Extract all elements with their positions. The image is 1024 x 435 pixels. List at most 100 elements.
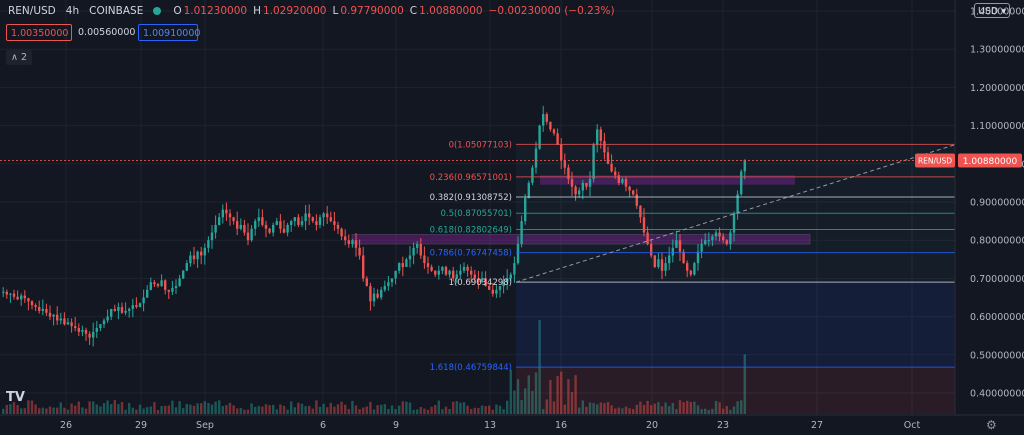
candle-body	[405, 259, 408, 267]
volume-bar	[441, 409, 444, 414]
candle-body	[146, 289, 149, 298]
indicators-collapse-button[interactable]: ∧ 2	[6, 50, 32, 65]
candle-body	[185, 263, 188, 271]
time-tick-label: Oct	[904, 420, 921, 431]
candle-body	[52, 314, 55, 317]
buy-button[interactable]: 1.00910000	[138, 24, 200, 41]
candle-body	[732, 213, 736, 233]
volume-bar	[326, 407, 329, 414]
volume-bar	[617, 407, 620, 414]
volume-bar	[153, 402, 156, 414]
volume-bar	[614, 408, 617, 414]
volume-bar	[322, 403, 325, 414]
candle-body	[95, 328, 98, 332]
volume-bar	[722, 408, 725, 414]
currency-button[interactable]: USD ▾	[974, 3, 1010, 18]
volume-bar	[549, 379, 552, 414]
candle-body	[218, 217, 221, 225]
volume-bar	[365, 406, 368, 414]
candle-body	[41, 308, 44, 311]
volume-bar	[599, 402, 602, 414]
candle-body	[466, 266, 469, 271]
candle-body	[66, 322, 70, 325]
volume-bar	[603, 403, 606, 414]
candle-body	[671, 247, 674, 256]
interval[interactable]: 4h	[65, 5, 80, 17]
candle-body	[434, 270, 437, 275]
volume-bar	[693, 401, 696, 414]
volume-bar	[329, 402, 332, 414]
candle-body	[729, 232, 732, 245]
candle-body	[279, 221, 282, 229]
candle-body	[480, 278, 484, 283]
volume-bar	[725, 406, 728, 414]
candle-body	[333, 221, 336, 225]
candle-body	[570, 179, 574, 187]
symbol-name[interactable]: REN/USD	[8, 5, 56, 17]
volume-bar	[110, 404, 113, 414]
volume-bar	[480, 405, 484, 414]
market-status-icon	[153, 7, 162, 15]
candle-body	[401, 263, 404, 267]
volume-bar	[135, 409, 138, 414]
candle-body	[38, 307, 41, 311]
candle-body	[714, 232, 718, 237]
volume-bar	[495, 404, 498, 414]
candle-body	[142, 297, 145, 304]
volume-bar	[419, 407, 422, 414]
volume-bar	[236, 408, 239, 414]
volume-bar	[203, 401, 206, 414]
candle-body	[520, 221, 523, 245]
tradingview-logo[interactable]: TV	[6, 390, 25, 405]
sell-button[interactable]: 1.00350000	[6, 24, 72, 41]
candle-body	[318, 217, 322, 225]
candle-body	[509, 274, 512, 279]
volume-bar	[660, 406, 664, 414]
candle-body	[412, 247, 415, 256]
fib-level-label: 1(0.69034298)	[449, 278, 512, 288]
chart-grid	[0, 0, 955, 415]
close-label: C	[409, 5, 418, 17]
price-tick-label: 0.40000000	[970, 389, 1024, 400]
candle-body	[592, 144, 595, 180]
volume-bar	[160, 405, 163, 414]
candle-body	[131, 305, 134, 309]
volume-bar	[128, 403, 131, 414]
volume-bar	[452, 401, 455, 414]
candle-body	[167, 289, 170, 292]
gear-icon[interactable]: ⚙	[986, 418, 997, 432]
volume-bar	[675, 409, 678, 414]
time-tick-label: 29	[135, 420, 147, 431]
volume-bar	[664, 402, 667, 414]
volume-bar	[545, 399, 548, 414]
volume-bar	[484, 406, 487, 414]
volume-bar	[293, 407, 296, 414]
volume-bar	[506, 400, 509, 414]
candle-body	[491, 289, 494, 294]
volume-bar	[250, 403, 253, 414]
volume-bar	[210, 404, 214, 414]
candle-body	[293, 217, 296, 222]
candle-body	[27, 298, 30, 302]
volume-bar	[729, 409, 732, 414]
candle-body	[153, 282, 156, 285]
volume-bar	[84, 408, 88, 414]
candle-body	[599, 129, 602, 141]
volume-bar	[246, 409, 250, 414]
volume-bar	[412, 409, 415, 414]
volume-bars	[2, 320, 746, 414]
candle-body	[538, 125, 541, 149]
candle-body	[239, 224, 242, 229]
volume-bar	[628, 408, 631, 414]
candle-body	[635, 194, 638, 206]
volume-bar	[624, 406, 628, 414]
volume-bar	[354, 405, 358, 414]
volume-bar	[596, 404, 599, 414]
candlestick-series	[2, 105, 746, 347]
volume-bar	[38, 408, 41, 414]
candle-body	[664, 263, 667, 271]
volume-bar	[228, 402, 232, 414]
candle-body	[264, 224, 268, 229]
time-tick-label: 9	[393, 420, 399, 431]
